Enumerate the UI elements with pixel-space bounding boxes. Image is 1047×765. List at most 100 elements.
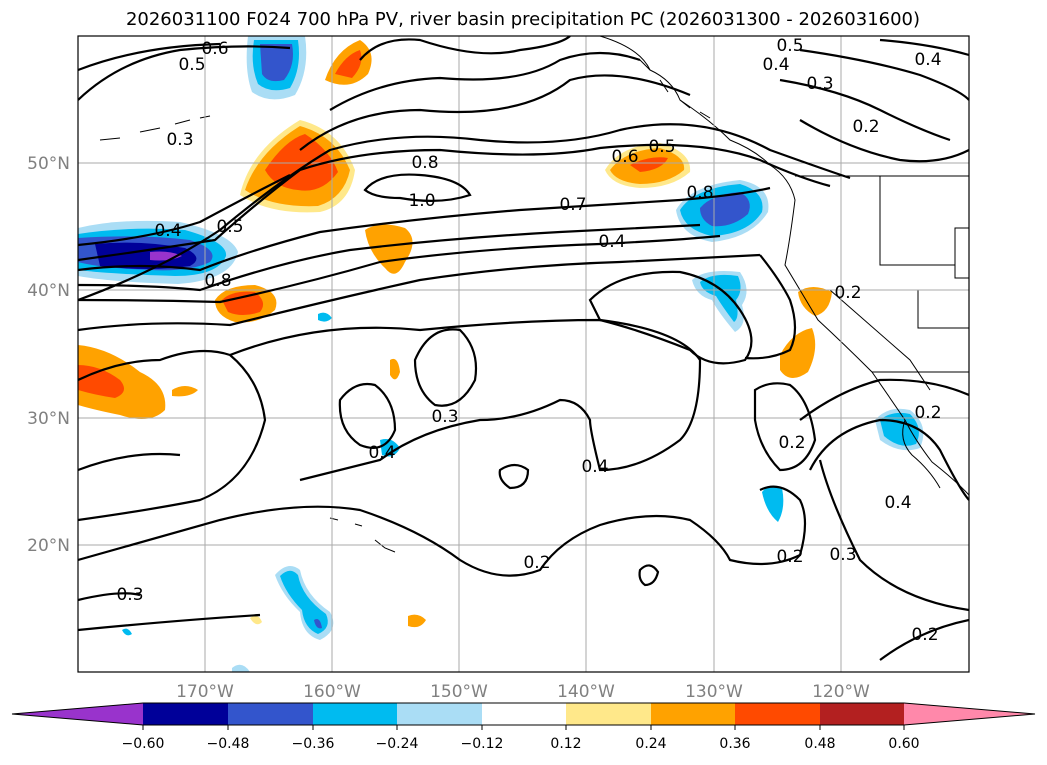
contour-label: 0.4 xyxy=(581,457,608,477)
pv-contour xyxy=(78,42,221,72)
pv-contour xyxy=(78,223,701,292)
latitude-labels: 50°N 40°N 30°N 20°N xyxy=(27,154,70,556)
contour-label: 0.5 xyxy=(648,137,675,157)
positive-anomaly-area xyxy=(408,614,426,628)
pv-contour xyxy=(799,119,969,163)
state-border xyxy=(829,289,931,391)
state-border xyxy=(879,176,955,266)
contour-label: 0.3 xyxy=(116,585,143,605)
map-background xyxy=(78,36,969,672)
pv-contour xyxy=(879,618,969,661)
contour-label: 0.4 xyxy=(762,55,789,75)
positive-anomaly-area xyxy=(78,365,124,398)
lon-label: 170°W xyxy=(176,682,234,702)
contour-label: 0.4 xyxy=(154,221,181,241)
colorbar-tick-label: −0.60 xyxy=(122,736,165,752)
colorbar-extend-low xyxy=(12,703,143,725)
colorbar-segment xyxy=(228,703,313,725)
colorbar-tick-label: −0.24 xyxy=(376,736,419,752)
contour-label: 0.2 xyxy=(914,403,941,423)
contour-labels: 0.6 0.5 0.5 0.4 0.3 0.4 0.3 0.2 0.8 0.6 … xyxy=(116,36,941,645)
contour-label: 0.5 xyxy=(216,217,243,237)
pv-contour xyxy=(359,36,571,61)
pv-contour xyxy=(498,463,530,490)
pv-contour xyxy=(879,38,969,57)
negative-anomaly-area xyxy=(260,44,293,82)
contour-label: 0.3 xyxy=(806,74,833,94)
negative-anomaly-area xyxy=(95,242,197,269)
colorbar-tick-label: 0.48 xyxy=(804,736,835,752)
map-frame xyxy=(77,35,970,673)
colorbar: −0.60 −0.48 −0.36 −0.24 −0.12 0.12 0.24 … xyxy=(11,702,1036,752)
negative-anomaly-area xyxy=(280,570,328,634)
contour-label: 0.8 xyxy=(204,271,231,291)
colorbar-segment xyxy=(651,703,735,725)
colorbar-tick-label: −0.36 xyxy=(292,736,335,752)
contour-label: 0.2 xyxy=(523,553,550,573)
colorbar-segment xyxy=(313,703,397,725)
contour-label: 0.4 xyxy=(368,443,395,463)
positive-anomaly-area xyxy=(250,615,262,625)
pv-contour xyxy=(78,613,261,632)
positive-anomaly-area xyxy=(780,328,816,379)
lon-label: 160°W xyxy=(303,682,361,702)
colorbar-segment xyxy=(482,703,566,725)
pv-contour xyxy=(78,45,291,101)
negative-anomaly-area xyxy=(314,619,322,629)
positive-anomaly-area xyxy=(222,291,264,315)
lon-label: 120°W xyxy=(812,682,870,702)
pv-contour xyxy=(588,270,753,365)
contour-label: 0.8 xyxy=(411,153,438,173)
contour-label: 0.4 xyxy=(884,493,911,513)
pv-contour xyxy=(78,186,771,272)
pv-contour xyxy=(413,328,478,407)
pv-contour xyxy=(78,143,831,262)
positive-anomaly-area xyxy=(390,358,400,380)
contour-label: 1.0 xyxy=(408,191,435,211)
positive-anomaly-area xyxy=(172,386,198,397)
colorbar-tick-label: 0.24 xyxy=(635,736,666,752)
negative-anomaly-area xyxy=(700,192,750,227)
colorbar-tick-label: 0.60 xyxy=(888,736,919,752)
pv-contours xyxy=(78,36,969,661)
figure-title: 2026031100 F024 700 hPa PV, river basin … xyxy=(126,9,920,30)
lat-label: 50°N xyxy=(27,154,70,174)
positive-anomaly-area xyxy=(335,50,362,78)
pv-contour xyxy=(799,48,969,101)
negative-anomaly-area xyxy=(232,664,250,672)
state-border xyxy=(954,227,969,279)
negative-anomaly-area xyxy=(318,312,332,322)
colorbar-tick-label: 0.36 xyxy=(719,736,750,752)
lon-label: 130°W xyxy=(685,682,743,702)
contour-label: 0.6 xyxy=(611,147,638,167)
pv-contour xyxy=(809,418,969,501)
pv-contour xyxy=(744,254,797,360)
contour-label: 0.8 xyxy=(686,183,713,203)
negative-anomaly-area xyxy=(700,274,741,322)
colorbar-segment xyxy=(143,703,228,725)
pv-contour xyxy=(78,123,851,302)
positive-anomaly-area xyxy=(630,157,668,172)
pv-contour xyxy=(78,592,141,602)
positive-anomaly-area xyxy=(798,287,832,316)
pv-contour xyxy=(229,318,702,482)
pv-contour xyxy=(78,485,807,577)
pv-contour xyxy=(753,382,817,472)
negative-anomaly-area xyxy=(762,485,784,522)
contour-label: 0.2 xyxy=(911,625,938,645)
positive-anomaly-area xyxy=(78,345,166,419)
contour-label: 0.2 xyxy=(834,283,861,303)
contour-label: 0.5 xyxy=(178,55,205,75)
pv-contour xyxy=(299,74,691,151)
gridlines xyxy=(78,36,969,672)
lon-label: 150°W xyxy=(430,682,488,702)
colorbar-tick-label: 0.12 xyxy=(550,736,581,752)
baja-coastline xyxy=(902,419,941,489)
colorbar-tick-label: −0.12 xyxy=(461,736,504,752)
lon-label: 140°W xyxy=(557,682,615,702)
colorbar-extend-high xyxy=(904,703,1035,725)
pv-contour xyxy=(363,173,472,202)
hawaiian-islands xyxy=(329,517,396,553)
contour-label: 0.3 xyxy=(166,130,193,150)
